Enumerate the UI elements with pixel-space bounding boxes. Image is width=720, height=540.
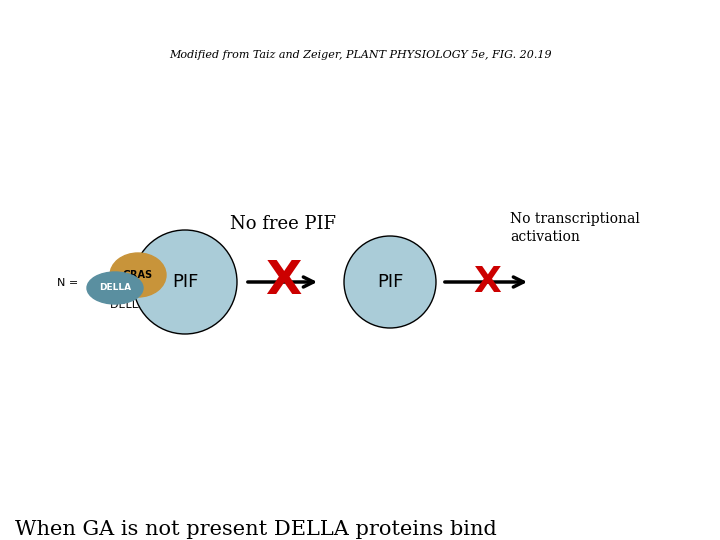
Circle shape <box>344 236 436 328</box>
Text: DELLA: DELLA <box>99 284 131 293</box>
Text: PIF: PIF <box>377 273 403 291</box>
Ellipse shape <box>87 272 143 304</box>
Text: X: X <box>265 260 301 305</box>
Text: GRAS: GRAS <box>123 270 153 280</box>
Circle shape <box>133 230 237 334</box>
Text: DELLA proteins: DELLA proteins <box>110 300 194 310</box>
Text: N =: N = <box>58 278 78 288</box>
Text: No transcriptional
activation: No transcriptional activation <box>510 212 640 244</box>
Text: PIF: PIF <box>172 273 198 291</box>
Text: No free PIF: No free PIF <box>230 215 336 233</box>
Text: When GA is not present DELLA proteins bind
transcription factors (including PIF): When GA is not present DELLA proteins bi… <box>15 520 513 540</box>
Text: Modified from Taiz and Zeiger, PLANT PHYSIOLOGY 5e, FIG. 20.19: Modified from Taiz and Zeiger, PLANT PHY… <box>168 50 552 60</box>
Ellipse shape <box>110 253 166 297</box>
Text: X: X <box>473 265 501 299</box>
